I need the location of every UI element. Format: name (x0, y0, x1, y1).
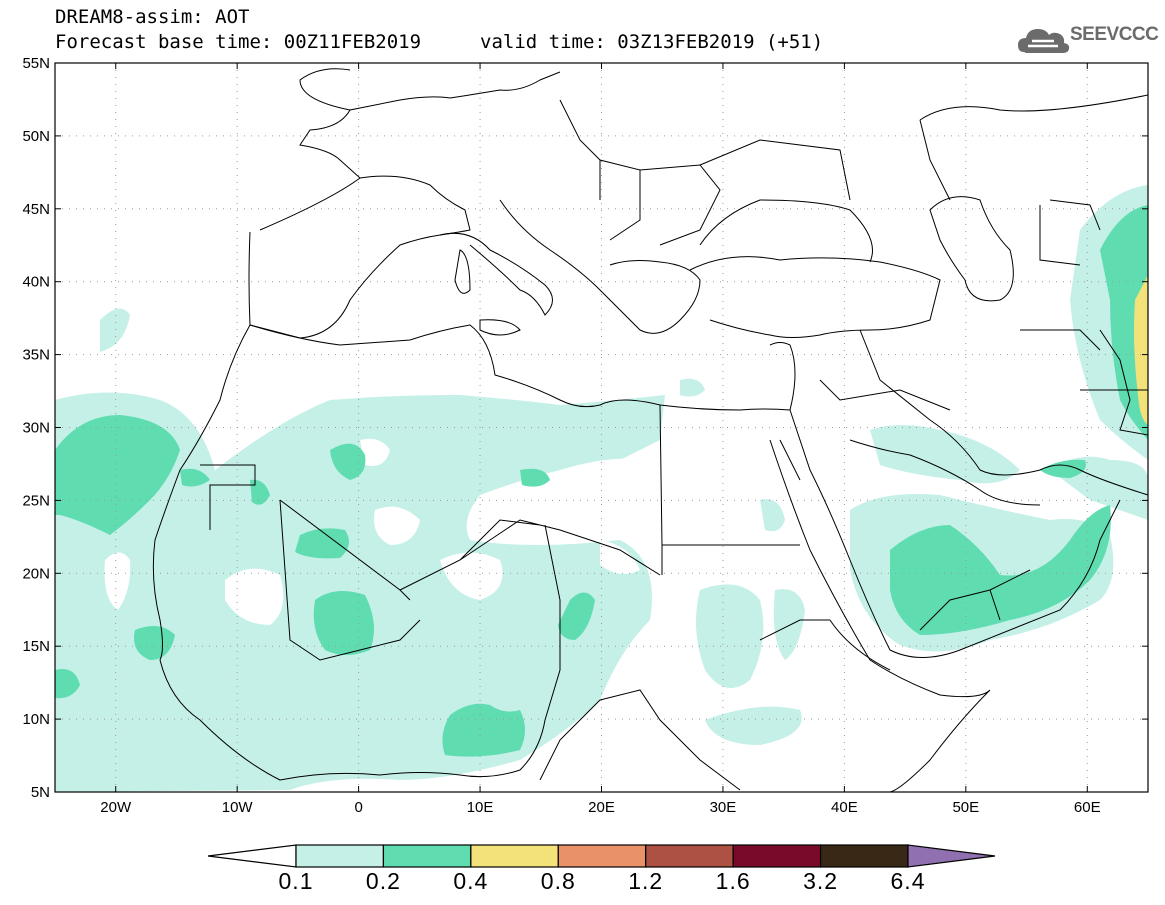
colorbar-label: 0.4 (453, 868, 489, 894)
aot-field (55, 185, 1148, 792)
lon-label: 0 (354, 799, 362, 816)
forecast-base-time: Forecast base time: 00Z11FEB2019 (55, 31, 422, 53)
lat-label: 5N (31, 784, 50, 801)
colorbar-label: 1.6 (715, 868, 751, 894)
lon-label: 10E (467, 799, 494, 816)
lat-label: 35N (22, 347, 50, 364)
valid-time: valid time: 03Z13FEB2019 (+51) (480, 31, 824, 53)
colorbar-bin (819, 844, 909, 868)
colorbar-bin (470, 844, 559, 868)
colorbar-label: 0.2 (365, 868, 401, 894)
cloud-logo-icon (1018, 29, 1070, 53)
logo-text: SEEVCCC (1070, 24, 1159, 45)
lat-label: 25N (22, 492, 50, 509)
colorbar-high-arrow (907, 844, 996, 868)
lat-label: 15N (22, 638, 50, 655)
colorbar-label: 1.2 (628, 868, 664, 894)
lat-label: 55N (22, 55, 50, 72)
lat-label: 45N (22, 201, 50, 218)
lon-label: 30E (710, 799, 737, 816)
colorbar (207, 844, 996, 868)
lon-label: 10W (222, 799, 254, 816)
colorbar-bin (645, 844, 734, 868)
colorbar-label: 6.4 (890, 868, 926, 894)
colorbar-bin (732, 844, 822, 868)
longitude-axis: 20W 10W 0 10E 20E 30E 40E 50E 60E (100, 63, 1101, 816)
lon-label: 60E (1074, 799, 1101, 816)
colorbar-label: 3.2 (803, 868, 839, 894)
colorbar-bin (382, 844, 472, 868)
lat-label: 40N (22, 274, 50, 291)
lon-label: 20W (100, 799, 132, 816)
colorbar-bin (557, 844, 647, 868)
lat-label: 10N (22, 711, 50, 728)
lon-label: 40E (831, 799, 858, 816)
colorbar-bin (295, 844, 385, 868)
lat-label: 20N (22, 565, 50, 582)
lat-label: 30N (22, 420, 50, 437)
coastlines-and-borders (152, 68, 1148, 792)
map-title: DREAM8-assim: AOT (55, 6, 250, 28)
colorbar-label: 0.8 (540, 868, 576, 894)
latitude-axis: 55N 50N 45N 40N 35N 30N 25N 20N 15N 10N 5N (22, 55, 1148, 801)
colorbar-label: 0.1 (278, 868, 314, 894)
lon-label: 20E (588, 799, 615, 816)
seevccc-logo: SEEVCCC (1018, 20, 1159, 60)
colorbar-low-arrow (207, 844, 297, 868)
lon-label: 50E (952, 799, 979, 816)
lat-label: 50N (22, 128, 50, 145)
